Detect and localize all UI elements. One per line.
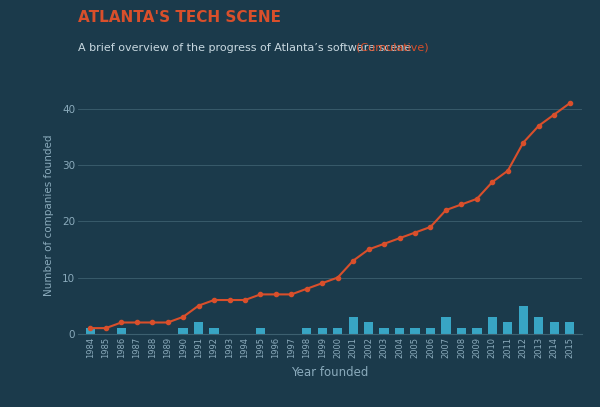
- Bar: [194, 322, 203, 334]
- Bar: [302, 328, 311, 334]
- Bar: [518, 306, 528, 334]
- Bar: [333, 328, 343, 334]
- Bar: [565, 322, 574, 334]
- Bar: [550, 322, 559, 334]
- Y-axis label: Number of companies founded: Number of companies founded: [44, 135, 54, 296]
- Bar: [457, 328, 466, 334]
- Bar: [410, 328, 419, 334]
- Bar: [472, 328, 482, 334]
- Text: ATLANTA'S TECH SCENE: ATLANTA'S TECH SCENE: [78, 10, 281, 25]
- X-axis label: Year founded: Year founded: [292, 366, 368, 379]
- Bar: [503, 322, 512, 334]
- Bar: [395, 328, 404, 334]
- Bar: [317, 328, 327, 334]
- Bar: [86, 328, 95, 334]
- Bar: [426, 328, 435, 334]
- Bar: [379, 328, 389, 334]
- Text: A brief overview of the progress of Atlanta’s software scene: A brief overview of the progress of Atla…: [78, 43, 415, 53]
- Text: (Cumulative): (Cumulative): [356, 43, 429, 53]
- Bar: [178, 328, 188, 334]
- Bar: [534, 317, 544, 334]
- Bar: [116, 328, 126, 334]
- Bar: [349, 317, 358, 334]
- Bar: [488, 317, 497, 334]
- Bar: [442, 317, 451, 334]
- Bar: [209, 328, 218, 334]
- Bar: [256, 328, 265, 334]
- Bar: [364, 322, 373, 334]
